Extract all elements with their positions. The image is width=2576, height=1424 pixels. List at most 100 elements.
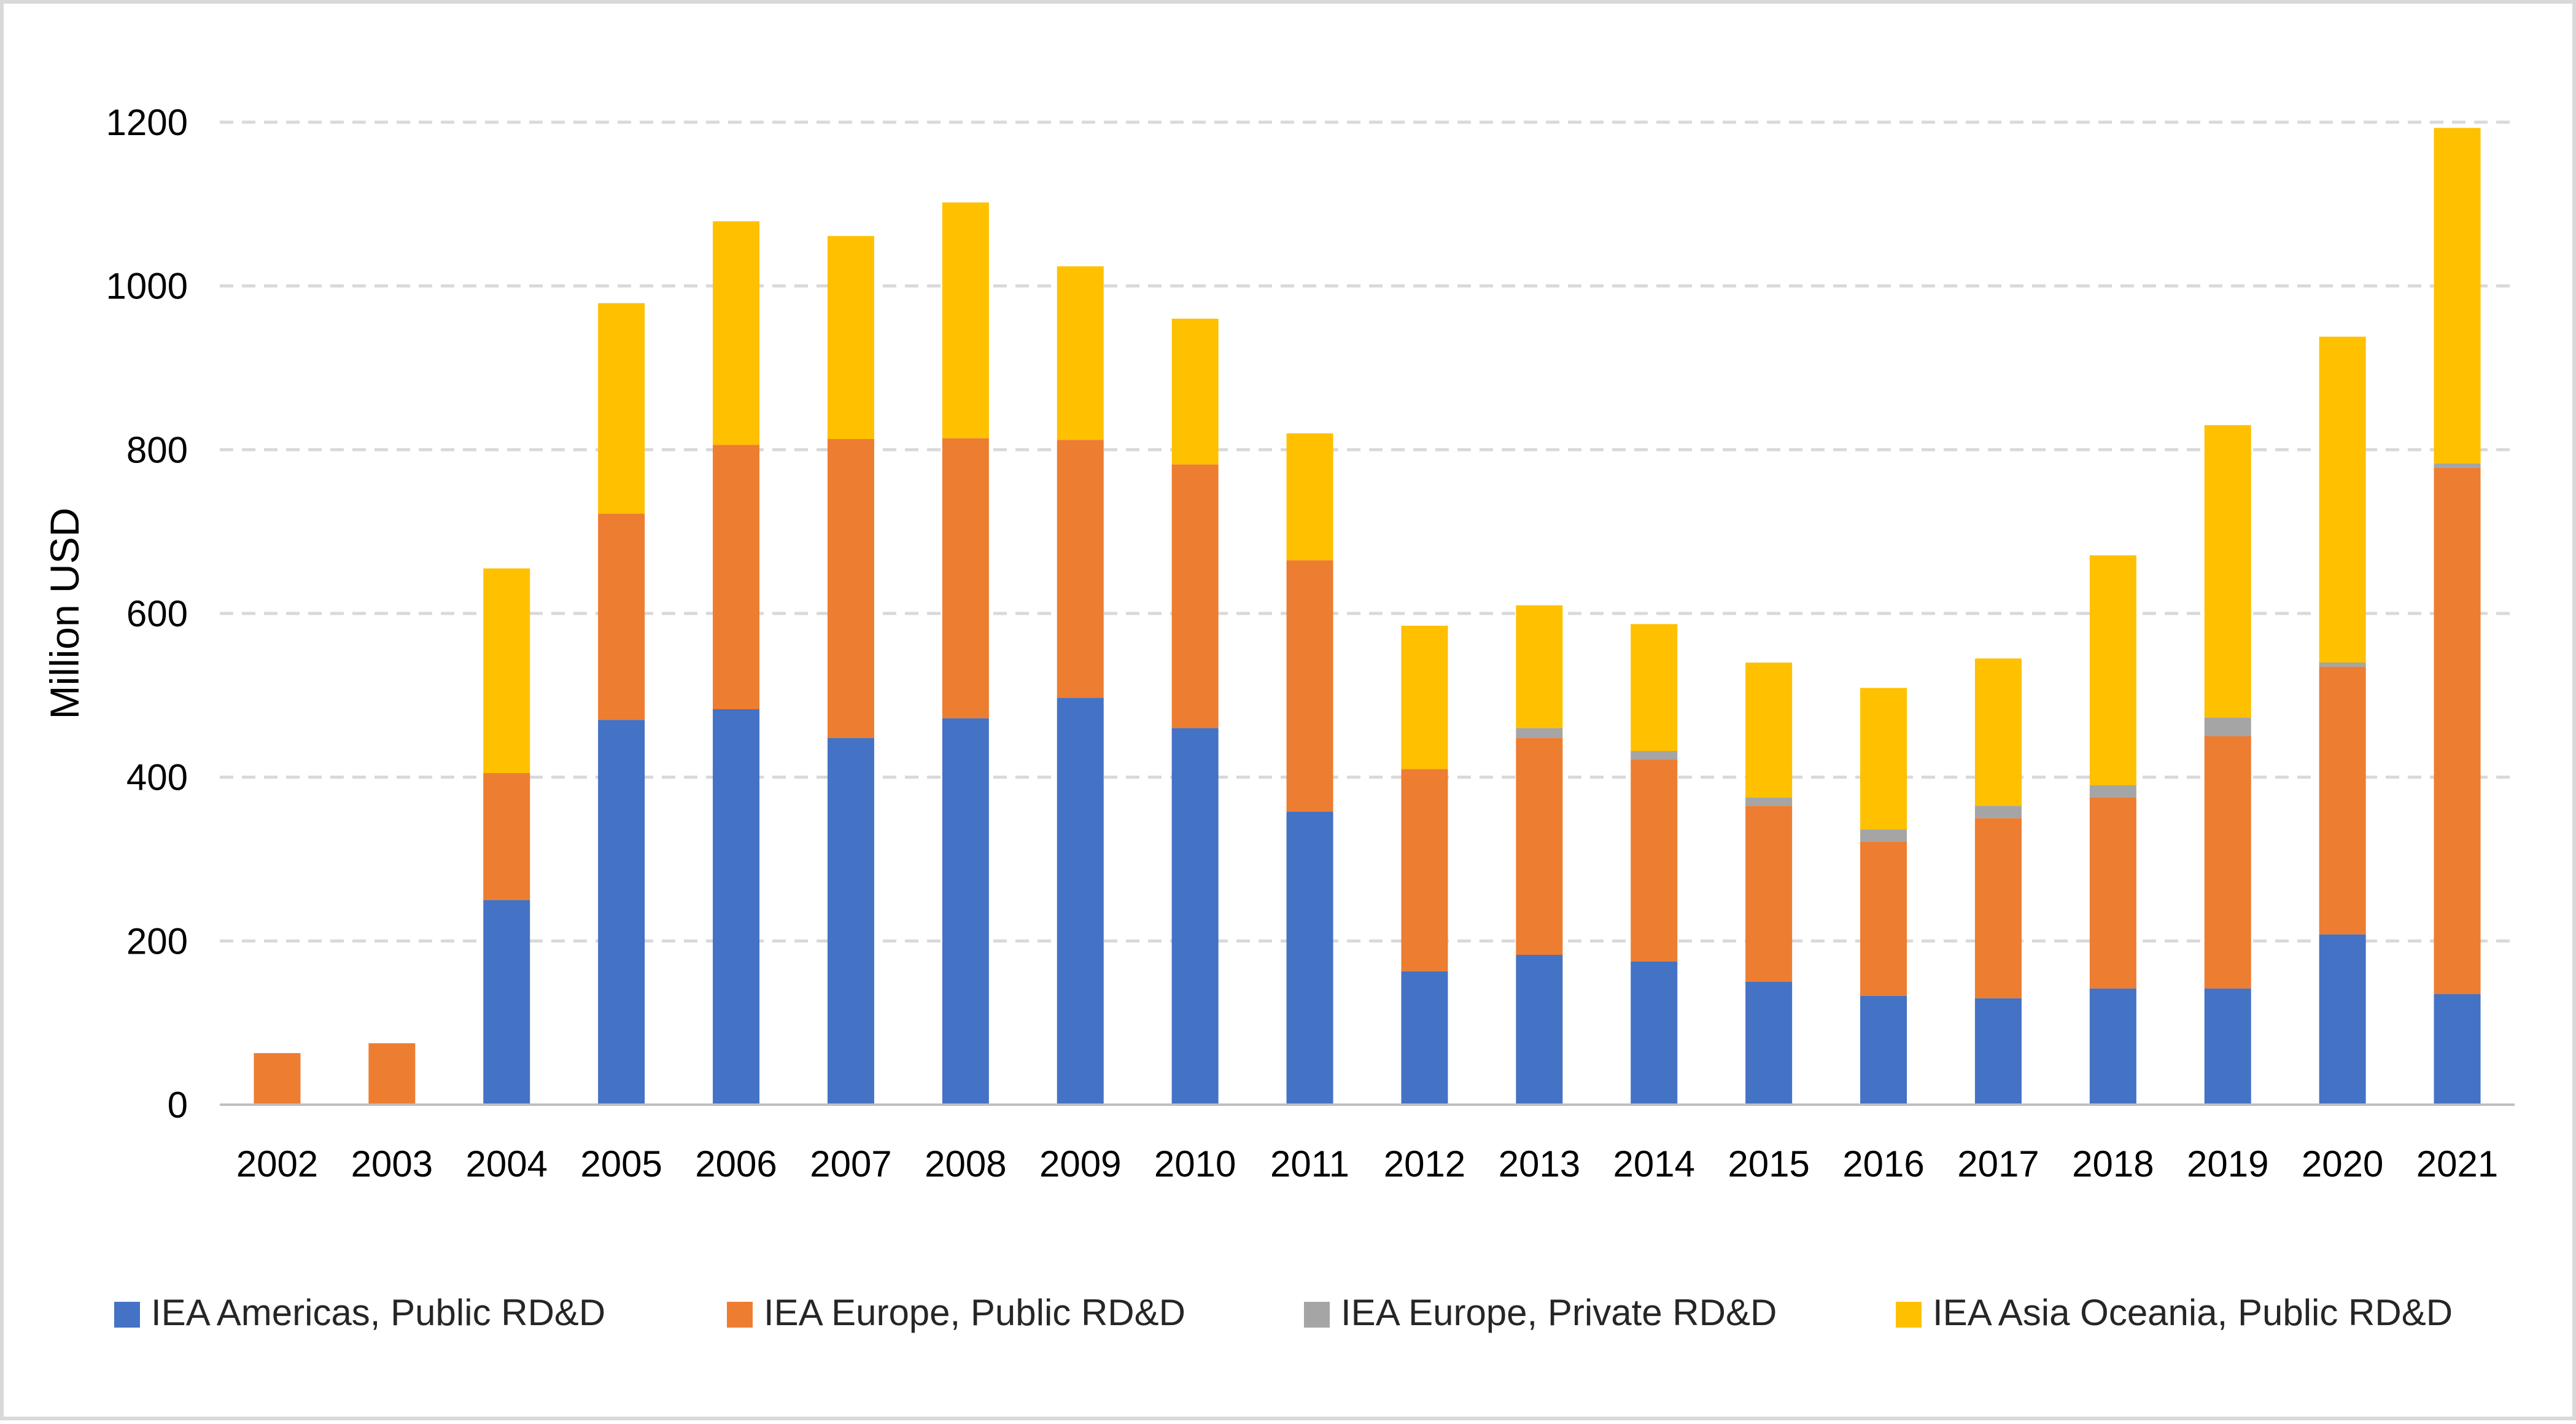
bar-2010-series-1 [1171, 464, 1219, 728]
bar-2014-series-1 [1631, 759, 1678, 962]
x-tick-label: 2004 [466, 1143, 548, 1185]
bar-2014-series-2 [1631, 751, 1678, 760]
bar-2011-series-1 [1286, 560, 1333, 812]
bar-2007-series-0 [827, 737, 874, 1105]
legend-swatch-3 [1896, 1302, 1922, 1328]
legend-label-2: IEA Europe, Private RD&D [1341, 1292, 1777, 1333]
bar-2019-series-2 [2204, 717, 2251, 736]
bar-2006-series-3 [713, 221, 760, 445]
bar-2007-series-3 [827, 236, 874, 439]
legend-swatch-2 [1304, 1302, 1330, 1328]
legend-label-3: IEA Asia Oceania, Public RD&D [1933, 1292, 2453, 1333]
bar-2018-series-2 [2089, 785, 2136, 798]
y-tick-label: 1200 [106, 102, 188, 143]
x-tick-label: 2008 [925, 1143, 1006, 1185]
bar-2013-series-0 [1516, 955, 1563, 1105]
x-tick-label: 2020 [2302, 1143, 2383, 1185]
legend-label-0: IEA Americas, Public RD&D [151, 1292, 605, 1333]
bar-2020-series-0 [2319, 934, 2366, 1105]
bar-2019-series-3 [2204, 425, 2251, 718]
bar-2011-series-3 [1286, 433, 1333, 561]
x-tick-label: 2018 [2072, 1143, 2154, 1185]
bar-2016-series-3 [1860, 688, 1907, 830]
x-tick-label: 2005 [580, 1143, 662, 1185]
x-tick-label: 2009 [1039, 1143, 1121, 1185]
bar-2013-series-1 [1516, 737, 1563, 955]
bar-2002-series-1 [254, 1053, 301, 1105]
legend: IEA Americas, Public RD&D IEA Europe, Pub… [114, 1292, 2453, 1333]
bar-2018-series-1 [2089, 798, 2136, 989]
bar-2009-series-0 [1057, 698, 1104, 1105]
bar-2020-series-3 [2319, 337, 2366, 663]
x-tick-label: 2016 [1842, 1143, 1924, 1185]
bar-2018-series-3 [2089, 555, 2136, 785]
bar-2017-series-2 [1974, 806, 2022, 819]
x-tick-label: 2019 [2187, 1143, 2268, 1185]
x-tick-label: 2021 [2416, 1143, 2498, 1185]
bar-2016-series-0 [1860, 995, 1907, 1105]
bar-2013-series-2 [1516, 728, 1563, 738]
bar-2004-series-1 [483, 773, 530, 900]
x-tick-label: 2014 [1613, 1143, 1695, 1185]
bar-2015-series-1 [1745, 806, 1793, 982]
bar-2013-series-3 [1516, 605, 1563, 728]
bar-2012-series-0 [1401, 971, 1448, 1105]
y-tick-label: 800 [126, 429, 188, 470]
bar-2016-series-2 [1860, 830, 1907, 842]
legend-swatch-1 [727, 1302, 753, 1328]
x-tick-label: 2017 [1957, 1143, 2039, 1185]
bar-2020-series-2 [2319, 663, 2366, 667]
bar-2010-series-0 [1171, 728, 1219, 1105]
bar-2005-series-1 [598, 513, 645, 720]
y-tick-label: 600 [126, 593, 188, 634]
bar-2005-series-3 [598, 303, 645, 514]
x-tick-label: 2011 [1270, 1143, 1349, 1185]
x-tick-label: 2007 [810, 1143, 891, 1185]
bar-2006-series-1 [713, 445, 760, 709]
bar-2019-series-1 [2204, 736, 2251, 989]
bar-2021-series-3 [2434, 128, 2481, 464]
x-tick-label: 2015 [1728, 1143, 1809, 1185]
bar-2021-series-1 [2434, 467, 2481, 994]
bar-2003-series-1 [368, 1043, 416, 1105]
bar-2019-series-0 [2204, 988, 2251, 1105]
bar-2017-series-0 [1974, 998, 2022, 1105]
bar-2017-series-3 [1974, 658, 2022, 806]
y-tick-label: 1000 [106, 266, 188, 307]
bar-2010-series-3 [1171, 319, 1219, 465]
bar-2012-series-1 [1401, 769, 1448, 971]
legend-swatch-0 [114, 1302, 140, 1328]
y-tick-label: 200 [126, 920, 188, 962]
x-tick-label: 2013 [1499, 1143, 1580, 1185]
bar-2004-series-0 [483, 900, 530, 1105]
gridlines [220, 120, 2515, 943]
bar-2006-series-0 [713, 709, 760, 1105]
bar-2005-series-0 [598, 720, 645, 1105]
bar-2016-series-1 [1860, 842, 1907, 996]
bar-2017-series-1 [1974, 818, 2022, 998]
bar-2014-series-0 [1631, 961, 1678, 1105]
bar-2007-series-1 [827, 439, 874, 738]
bar-2008-series-1 [942, 438, 989, 718]
bars [254, 128, 2481, 1105]
bar-2009-series-1 [1057, 440, 1104, 698]
y-tick-label: 400 [126, 757, 188, 798]
bar-2008-series-3 [942, 202, 989, 438]
y-axis-title: Million USD [42, 508, 87, 720]
bar-2015-series-3 [1745, 663, 1793, 798]
x-tick-label: 2002 [236, 1143, 318, 1185]
x-tick-label: 2003 [351, 1143, 433, 1185]
bar-2020-series-1 [2319, 666, 2366, 935]
bar-2015-series-0 [1745, 982, 1793, 1105]
bar-2015-series-2 [1745, 798, 1793, 806]
bar-2008-series-0 [942, 718, 989, 1105]
bar-2021-series-2 [2434, 464, 2481, 468]
y-tick-label: 0 [168, 1084, 188, 1126]
chart-svg: 0 200 400 600 800 1000 1200 2002 2003 2004 2005 200… [42, 102, 2515, 1333]
legend-label-1: IEA Europe, Public RD&D [764, 1292, 1185, 1333]
bar-2014-series-3 [1631, 624, 1678, 751]
x-tick-label: 2012 [1384, 1143, 1465, 1185]
bar-2021-series-0 [2434, 994, 2481, 1105]
x-tick-label: 2010 [1154, 1143, 1236, 1185]
